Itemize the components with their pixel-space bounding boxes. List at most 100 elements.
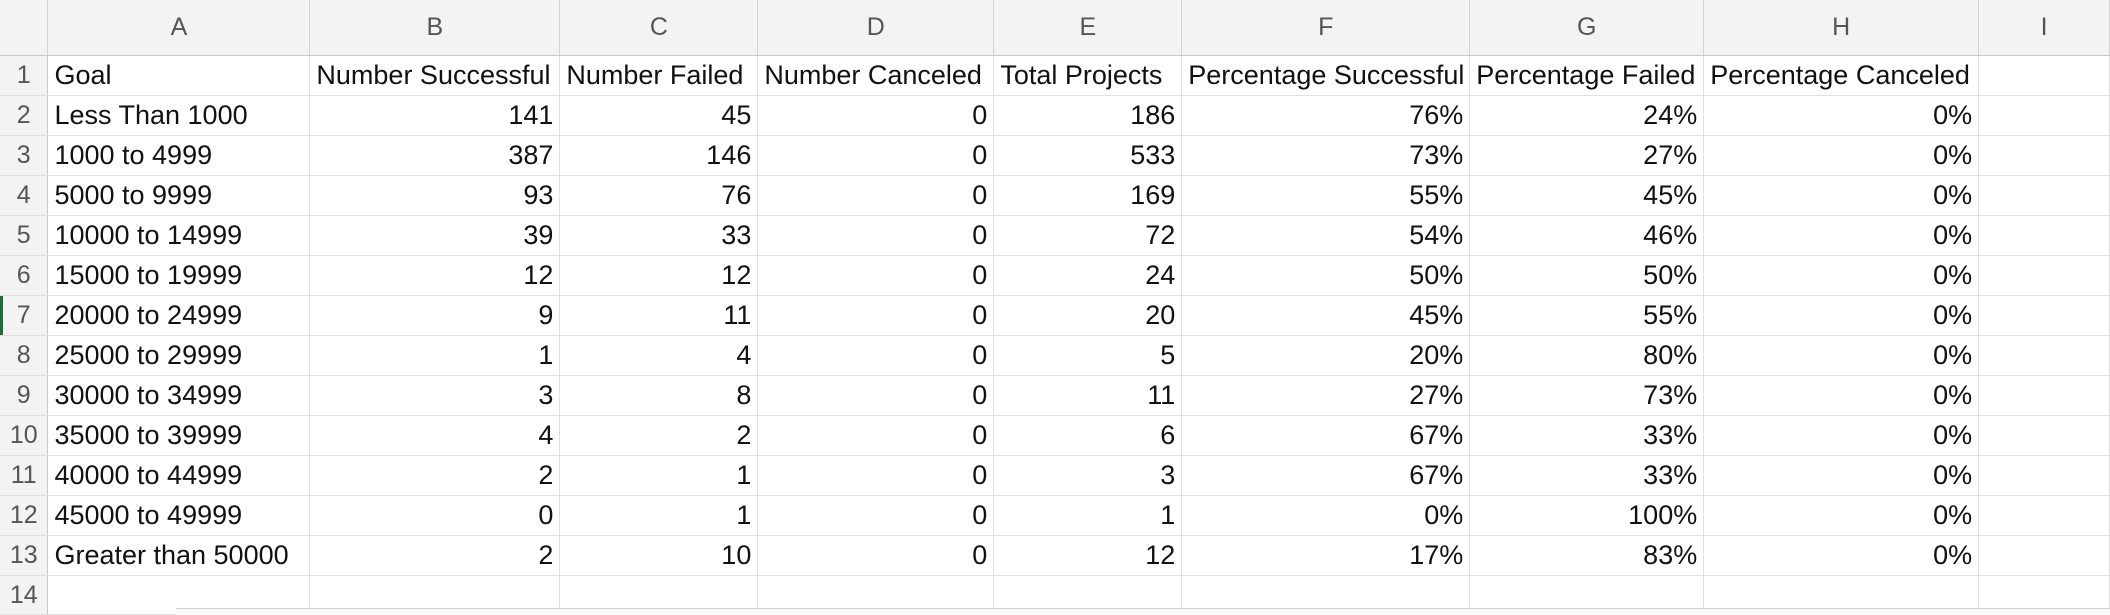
cell-a5[interactable]: 10000 to 14999 [47, 215, 311, 256]
cell-f10[interactable]: 67% [1181, 415, 1471, 456]
row-header[interactable]: 2 [0, 95, 49, 136]
cell-d13[interactable]: 0 [757, 535, 995, 576]
cell-c13[interactable]: 10 [559, 535, 759, 576]
cell-c10[interactable]: 2 [559, 415, 759, 456]
cell-g13[interactable]: 83% [1469, 535, 1705, 576]
cell-h4[interactable]: 0% [1703, 175, 1980, 216]
cell-h9[interactable]: 0% [1703, 375, 1980, 416]
column-header-g[interactable]: G [1469, 0, 1705, 56]
cell-h13[interactable]: 0% [1703, 535, 1980, 576]
cell-h5[interactable]: 0% [1703, 215, 1980, 256]
cell-b9[interactable]: 3 [309, 375, 561, 416]
cell-d1[interactable]: Number Canceled [757, 55, 995, 96]
row-header[interactable]: 8 [0, 335, 49, 376]
cell-b11[interactable]: 2 [309, 455, 561, 496]
cell-c9[interactable]: 8 [559, 375, 759, 416]
cell-a4[interactable]: 5000 to 9999 [47, 175, 311, 216]
cell-f13[interactable]: 17% [1181, 535, 1471, 576]
cell-e1[interactable]: Total Projects [993, 55, 1183, 96]
cell-i2[interactable] [1978, 95, 2110, 136]
row-header[interactable]: 6 [0, 255, 49, 296]
cell-i3[interactable] [1978, 135, 2110, 176]
cell-e6[interactable]: 24 [993, 255, 1183, 296]
cell-f12[interactable]: 0% [1181, 495, 1471, 536]
cell-e11[interactable]: 3 [993, 455, 1183, 496]
select-all-corner[interactable] [0, 0, 49, 56]
cell-c1[interactable]: Number Failed [559, 55, 759, 96]
cell-b6[interactable]: 12 [309, 255, 561, 296]
row-header[interactable]: 10 [0, 415, 49, 456]
cell-h6[interactable]: 0% [1703, 255, 1980, 296]
cell-f2[interactable]: 76% [1181, 95, 1471, 136]
cell-h7[interactable]: 0% [1703, 295, 1980, 336]
cell-c8[interactable]: 4 [559, 335, 759, 376]
cell-c3[interactable]: 146 [559, 135, 759, 176]
cell-e8[interactable]: 5 [993, 335, 1183, 376]
cell-g8[interactable]: 80% [1469, 335, 1705, 376]
cell-i7[interactable] [1978, 295, 2110, 336]
cell-a12[interactable]: 45000 to 49999 [47, 495, 311, 536]
cell-f4[interactable]: 55% [1181, 175, 1471, 216]
row-header[interactable]: 4 [0, 175, 49, 216]
cell-h2[interactable]: 0% [1703, 95, 1980, 136]
cell-e12[interactable]: 1 [993, 495, 1183, 536]
cell-g12[interactable]: 100% [1469, 495, 1705, 536]
cell-i9[interactable] [1978, 375, 2110, 416]
cell-f3[interactable]: 73% [1181, 135, 1471, 176]
cell-c5[interactable]: 33 [559, 215, 759, 256]
cell-f5[interactable]: 54% [1181, 215, 1471, 256]
cell-g4[interactable]: 45% [1469, 175, 1705, 216]
cell-g10[interactable]: 33% [1469, 415, 1705, 456]
cell-i1[interactable] [1978, 55, 2110, 96]
cell-b10[interactable]: 4 [309, 415, 561, 456]
row-header[interactable]: 12 [0, 495, 49, 536]
column-header-a[interactable]: A [47, 0, 311, 56]
column-header-h[interactable]: H [1703, 0, 1980, 56]
cell-h8[interactable]: 0% [1703, 335, 1980, 376]
cell-d11[interactable]: 0 [757, 455, 995, 496]
row-header[interactable]: 9 [0, 375, 49, 416]
cell-i8[interactable] [1978, 335, 2110, 376]
column-header-f[interactable]: F [1181, 0, 1471, 56]
cell-d4[interactable]: 0 [757, 175, 995, 216]
cell-c6[interactable]: 12 [559, 255, 759, 296]
cell-g9[interactable]: 73% [1469, 375, 1705, 416]
column-header-i[interactable]: I [1978, 0, 2110, 56]
cell-e5[interactable]: 72 [993, 215, 1183, 256]
cell-h11[interactable]: 0% [1703, 455, 1980, 496]
cell-i13[interactable] [1978, 535, 2110, 576]
cell-b1[interactable]: Number Successful [309, 55, 561, 96]
cell-c2[interactable]: 45 [559, 95, 759, 136]
cell-f1[interactable]: Percentage Successful [1181, 55, 1471, 96]
row-header[interactable]: 13 [0, 535, 49, 576]
cell-h1[interactable]: Percentage Canceled [1703, 55, 1980, 96]
cell-i11[interactable] [1978, 455, 2110, 496]
cell-a2[interactable]: Less Than 1000 [47, 95, 311, 136]
cell-a7[interactable]: 20000 to 24999 [47, 295, 311, 336]
cell-h12[interactable]: 0% [1703, 495, 1980, 536]
column-header-b[interactable]: B [309, 0, 561, 56]
cell-f7[interactable]: 45% [1181, 295, 1471, 336]
row-header[interactable]: 5 [0, 215, 49, 256]
cell-e10[interactable]: 6 [993, 415, 1183, 456]
cell-g2[interactable]: 24% [1469, 95, 1705, 136]
cell-f8[interactable]: 20% [1181, 335, 1471, 376]
cell-c11[interactable]: 1 [559, 455, 759, 496]
cell-i12[interactable] [1978, 495, 2110, 536]
row-header[interactable]: 11 [0, 455, 49, 496]
cell-a11[interactable]: 40000 to 44999 [47, 455, 311, 496]
cell-b3[interactable]: 387 [309, 135, 561, 176]
cell-d3[interactable]: 0 [757, 135, 995, 176]
cell-b7[interactable]: 9 [309, 295, 561, 336]
cell-b13[interactable]: 2 [309, 535, 561, 576]
cell-e9[interactable]: 11 [993, 375, 1183, 416]
row-header[interactable]: 14 [0, 575, 49, 615]
column-header-c[interactable]: C [559, 0, 759, 56]
row-header[interactable]: 3 [0, 135, 49, 176]
cell-a1[interactable]: Goal [47, 55, 311, 96]
cell-d8[interactable]: 0 [757, 335, 995, 376]
cell-d9[interactable]: 0 [757, 375, 995, 416]
cell-e3[interactable]: 533 [993, 135, 1183, 176]
cell-g11[interactable]: 33% [1469, 455, 1705, 496]
cell-c4[interactable]: 76 [559, 175, 759, 216]
